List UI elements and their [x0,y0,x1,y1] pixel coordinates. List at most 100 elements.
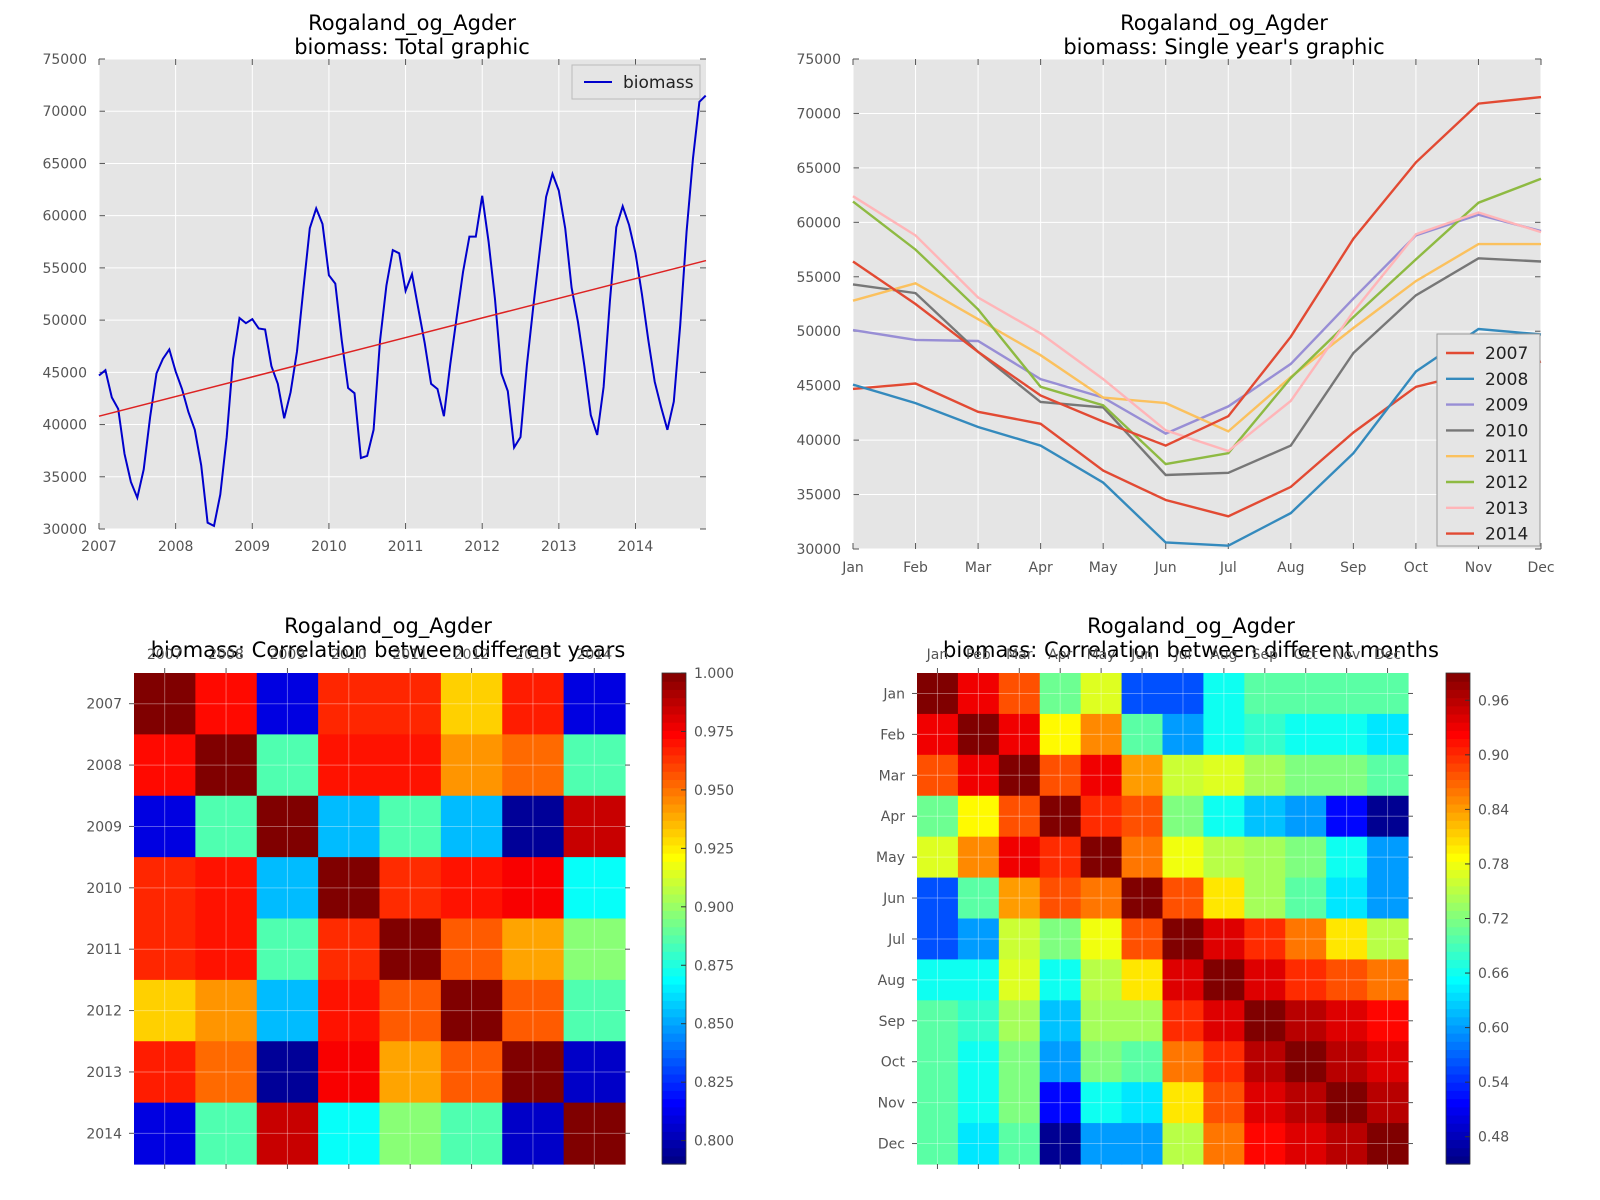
colorbar-segment [662,877,686,887]
colorbar-segment [1446,1065,1470,1075]
x-tick-label: 2010 [311,539,347,555]
heatmap-cell [1080,877,1123,920]
colorbar-segment [662,754,686,764]
y-tick-label: 2009 [86,819,122,835]
heatmap-cell [1080,1041,1123,1083]
colorbar-tick-label: 0.875 [694,958,734,974]
legend-label: 2014 [1485,525,1528,545]
heatmap-cell [1121,1082,1164,1124]
chart1-title: Rogaland_og_Agder [308,11,516,36]
heatmap-cell [195,795,258,858]
colorbar-segment [1446,787,1470,797]
x-tick-label: Feb [903,560,928,576]
colorbar-segment [662,1016,686,1026]
year-2011-line [852,242,1541,433]
x-tick-label: 2007 [147,647,183,663]
heatmap-cell [256,673,319,735]
colorbar-segment [1446,820,1470,830]
heatmap-cell [563,979,626,1042]
x-tick-label: 2013 [515,647,551,663]
year-2007-line [852,360,1542,518]
chart2-title: Rogaland_og_Agder [1120,11,1328,36]
heatmap-cell [917,959,959,1001]
heatmap-cell [998,836,1041,879]
colorbar-segment [662,959,686,969]
heatmap-cell [563,1041,626,1104]
colorbar-segment [1446,885,1470,895]
colorbar-tick-label: 0.975 [694,724,734,740]
heatmap-cell [563,1102,626,1165]
heatmap-cell [1244,918,1286,961]
heatmap-cell [379,857,442,920]
heatmap-cell [379,979,442,1042]
y-tick-label: 75000 [796,52,841,68]
colorbar-segment [662,689,686,699]
x-tick-label: Mar [1006,647,1033,663]
colorbar-segment [662,983,686,993]
colorbar-segment [662,926,686,936]
heatmap-cell [957,1041,1000,1083]
heatmap-cell [134,795,196,858]
heatmap-cell [1080,795,1123,838]
heatmap-cell [1162,1041,1205,1083]
colorbar-segment [662,705,686,715]
heatmap-cell [502,979,565,1042]
colorbar-segment [662,812,686,821]
colorbar-tick-label: 0.850 [694,1017,734,1033]
colorbar-segment [662,943,686,952]
heatmap-cell [1203,1000,1245,1042]
colorbar-segment [1446,1057,1470,1067]
heatmap-cell [1121,877,1164,920]
heatmap-cell [502,734,565,797]
colorbar-segment [662,681,686,690]
y-tick-label: 2013 [86,1065,122,1081]
heatmap-cell [957,877,1000,920]
heatmap-cell [957,754,1000,797]
heatmap-cell [134,857,196,920]
heatmap-cell [1285,877,1327,920]
colorbar-segment [1446,697,1470,707]
heatmap-cell [1203,1123,1245,1165]
colorbar-segment [1446,1114,1470,1124]
y-tick-label: 2014 [86,1126,122,1142]
colorbar-segment [1446,853,1470,862]
heatmap-cell [502,1041,565,1104]
x-tick-label: Oct [1294,647,1319,663]
chart4-title: Rogaland_og_Agder [1087,614,1295,639]
heatmap-cell [256,734,319,797]
heatmap-cell [1285,754,1327,797]
y-tick-label: 2010 [86,881,122,897]
colorbar-segment [662,836,686,846]
colorbar-segment [1446,869,1470,879]
colorbar-segment [662,1098,686,1108]
x-tick-label: 2014 [576,647,612,663]
y-tick-label: Dec [878,1137,905,1153]
x-tick-label: Apr [1029,560,1053,576]
heatmap-cell [998,673,1041,715]
colorbar-segment [1446,1139,1470,1149]
colorbar-segment [662,1139,686,1149]
heatmap-cell [1203,713,1245,756]
colorbar-segment [662,910,686,920]
heatmap-cell [134,979,196,1042]
heatmap-cell [1285,959,1327,1001]
legend: 2007 2008 2009 2010 2011 2012 2013 2014 [1436,333,1541,547]
heatmap-cell [917,1041,959,1083]
heatmap-cell [917,673,959,715]
heatmap-cell [318,673,381,735]
y-tick-label: 2012 [86,1004,122,1020]
colorbar-segment [662,1008,686,1018]
heatmap-cell [1162,836,1205,879]
heatmap-cell [998,795,1041,838]
heatmap-cell [998,754,1041,797]
heatmap-cell [318,857,381,920]
heatmap-cell [1244,836,1286,879]
heatmap-cell [1080,1123,1123,1165]
heatmap-cell [502,918,565,981]
heatmap-cell [379,1041,442,1104]
heatmap-cell [1244,795,1286,838]
plot-background [853,59,1541,549]
y-tick-label: Nov [878,1096,905,1112]
colorbar-segment [662,722,686,731]
heatmap-cell [1244,959,1286,1001]
